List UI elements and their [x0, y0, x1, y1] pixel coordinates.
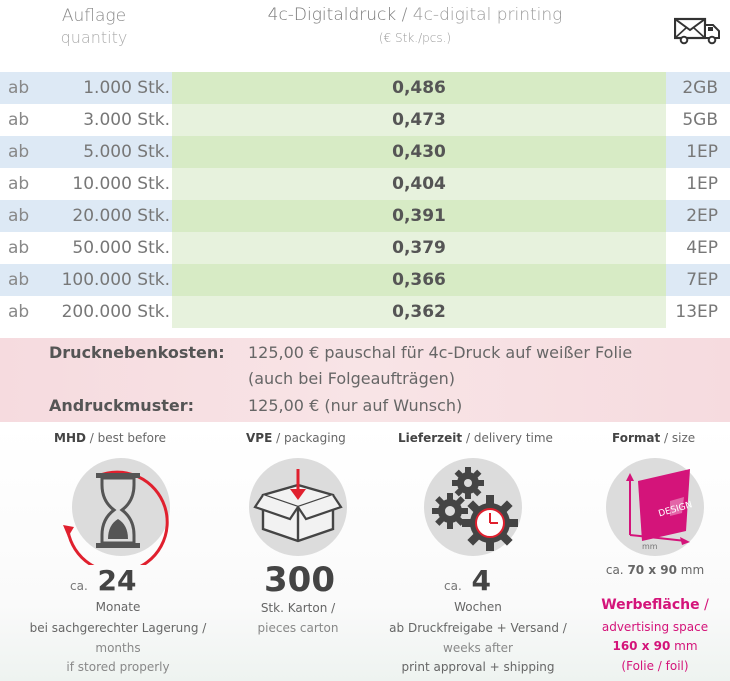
andruckmuster-label: Andruckmuster: [49, 396, 195, 415]
drucknebenkosten-line1: 125,00 € pauschal für 4c-Druck auf weiße… [248, 343, 633, 362]
mhd-line3: months [95, 641, 141, 655]
andruckmuster-text: 125,00 € (nur auf Wunsch) [248, 396, 463, 415]
prefix: ab [8, 142, 30, 162]
title-en: 4c-digital printing [412, 5, 563, 25]
additional-costs: Drucknebenkosten: 125,00 € pauschal für … [0, 338, 730, 422]
envelope-truck-icon [673, 17, 722, 45]
lieferzeit-line2: ab Druckfreigabe + Versand / [389, 621, 567, 635]
quantity-cell: 20.000 Stk. [72, 206, 170, 226]
prefix: ab [8, 78, 30, 98]
mm-label: mm [642, 542, 658, 551]
price-cell: 0,430 [172, 136, 666, 168]
price-cell: 0,404 [172, 168, 666, 200]
lieferzeit-line3: weeks after [443, 641, 513, 655]
table-row: ab 3.000 Stk. 0,473 5GB [0, 104, 730, 136]
quantity-cell: 50.000 Stk. [72, 238, 170, 258]
werbeflaeche-title: Werbefläche / [601, 597, 709, 613]
hourglass-icon [60, 455, 180, 574]
quantity-cell: 1.000 Stk. [83, 78, 170, 98]
werbeflaeche-foil: (Folie / foil) [621, 659, 689, 673]
code-cell: 1EP [686, 142, 718, 162]
column-header-price: 4c-Digitaldruck / 4c-digital printing (€… [230, 5, 600, 45]
price-cell: 0,473 [172, 104, 666, 136]
quantity-cell: 10.000 Stk. [72, 174, 170, 194]
code-cell: 13EP [675, 302, 718, 322]
mhd-line4: if stored properly [66, 660, 170, 674]
price-table: ab 1.000 Stk. 0,486 2GB ab 3.000 Stk. 0,… [0, 72, 730, 328]
werbeflaeche-en: advertising space [601, 620, 709, 634]
vpe-line1: Stk. Karton / [260, 601, 336, 615]
lieferzeit-value: ca. 4 [444, 564, 491, 597]
mhd-value: ca. 24 [70, 564, 137, 597]
code-cell: 2EP [686, 206, 718, 226]
prefix: ab [8, 302, 30, 322]
quantity-cell: 100.000 Stk. [61, 270, 170, 290]
lieferzeit-line1: Wochen [454, 600, 502, 614]
features-section: MHD / best before ca. 24 Monate bei sach… [0, 425, 730, 681]
format-size: ca. 70 x 90 mm [605, 563, 705, 577]
quantity-cell: 3.000 Stk. [83, 110, 170, 130]
quantity-cell: 200.000 Stk. [61, 302, 170, 322]
column-header-quantity: Auflage quantity [54, 6, 134, 47]
price-cell: 0,486 [172, 72, 666, 104]
werbeflaeche-size: 160 x 90 mm [612, 639, 698, 653]
mhd-line2: bei sachgerechter Lagerung / [29, 621, 207, 635]
table-row: ab 5.000 Stk. 0,430 1EP [0, 136, 730, 168]
auflage-label: Auflage [61, 6, 127, 26]
lieferzeit-title: Lieferzeit / delivery time [398, 431, 553, 445]
gears-clock-icon [428, 463, 524, 553]
vpe-line2: pieces carton [257, 621, 339, 635]
prefix: ab [8, 238, 30, 258]
prefix: ab [8, 174, 30, 194]
mhd-line1: Monate [95, 600, 141, 614]
code-cell: 4EP [686, 238, 718, 258]
code-cell: 1EP [686, 174, 718, 194]
prefix: ab [8, 270, 30, 290]
table-row: ab 50.000 Stk. 0,379 4EP [0, 232, 730, 264]
title-de: 4c-Digitaldruck [267, 5, 397, 25]
design-card-icon: DESIGN mm [614, 461, 704, 551]
price-cell: 0,379 [172, 232, 666, 264]
price-cell: 0,362 [172, 296, 666, 328]
vpe-title: VPE / packaging [246, 431, 346, 445]
code-cell: 7EP [686, 270, 718, 290]
code-cell: 5GB [682, 110, 718, 130]
mhd-title: MHD / best before [54, 431, 167, 445]
price-cell: 0,391 [172, 200, 666, 232]
format-title: Format / size [612, 431, 696, 445]
code-cell: 2GB [682, 78, 718, 98]
table-row: ab 1.000 Stk. 0,486 2GB [0, 72, 730, 104]
table-row: ab 200.000 Stk. 0,362 13EP [0, 296, 730, 328]
prefix: ab [8, 206, 30, 226]
prefix: ab [8, 110, 30, 130]
drucknebenkosten-label: Drucknebenkosten: [49, 343, 225, 362]
vpe-value: 300 [264, 560, 335, 600]
unit-label: (€ Stk./pcs.) [378, 31, 452, 45]
box-icon [253, 467, 343, 547]
quantity-label: quantity [60, 28, 128, 47]
lieferzeit-line4: print approval + shipping [401, 660, 555, 674]
quantity-cell: 5.000 Stk. [83, 142, 170, 162]
drucknebenkosten-line2: (auch bei Folgeaufträgen) [248, 369, 455, 388]
table-row: ab 100.000 Stk. 0,366 7EP [0, 264, 730, 296]
table-row: ab 10.000 Stk. 0,404 1EP [0, 168, 730, 200]
table-row: ab 20.000 Stk. 0,391 2EP [0, 200, 730, 232]
price-cell: 0,366 [172, 264, 666, 296]
